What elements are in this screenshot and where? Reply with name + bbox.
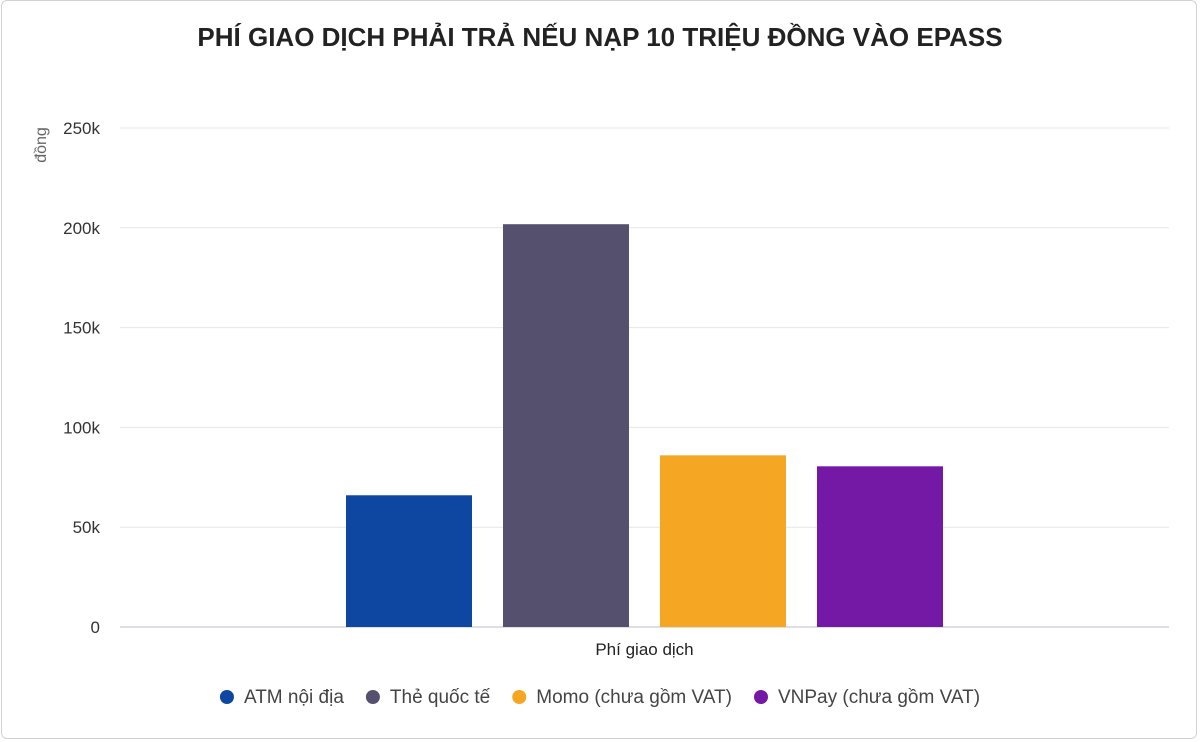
legend-label: Momo (chưa gồm VAT) <box>536 687 732 708</box>
y-tick-label: 250k <box>63 119 100 138</box>
legend: ATM nội địa Thẻ quốc tế Momo (chưa gồm VAT… <box>219 687 980 708</box>
y-tick-label: 50k <box>73 518 101 537</box>
legend-label: Thẻ quốc tế <box>390 687 491 708</box>
legend-marker <box>365 690 380 704</box>
legend-item[interactable]: Thẻ quốc tế <box>365 687 491 708</box>
bar-3 <box>660 455 786 627</box>
y-axis-ticks: 0 50k 100k 150k 200k 250k <box>63 119 100 637</box>
chart-title: PHÍ GIAO DỊCH PHẢI TRẢ NẾU NẠP 10 TRIỆU … <box>197 22 1002 52</box>
legend-marker <box>219 690 234 704</box>
gridlines <box>120 127 1169 628</box>
x-axis-categories: Phí giao dịch <box>595 640 693 659</box>
legend-item[interactable]: VNPay (chưa gồm VAT) <box>753 687 980 708</box>
legend-marker <box>753 690 768 704</box>
legend-item[interactable]: ATM nội địa <box>219 687 344 708</box>
legend-label: VNPay (chưa gồm VAT) <box>778 687 980 708</box>
legend-marker <box>512 690 527 704</box>
bar-1 <box>346 495 472 627</box>
legend-label: ATM nội địa <box>244 687 344 708</box>
bar-2 <box>503 224 629 627</box>
y-tick-label: 100k <box>63 418 100 437</box>
y-tick-label: 150k <box>63 319 100 338</box>
y-tick-label: 0 <box>91 618 100 637</box>
legend-item[interactable]: Momo (chưa gồm VAT) <box>512 687 732 708</box>
y-axis-label: đồng <box>33 127 50 163</box>
x-category-label: Phí giao dịch <box>595 640 693 659</box>
bars <box>346 224 943 627</box>
bar-4 <box>817 466 943 627</box>
y-tick-label: 200k <box>63 219 100 238</box>
